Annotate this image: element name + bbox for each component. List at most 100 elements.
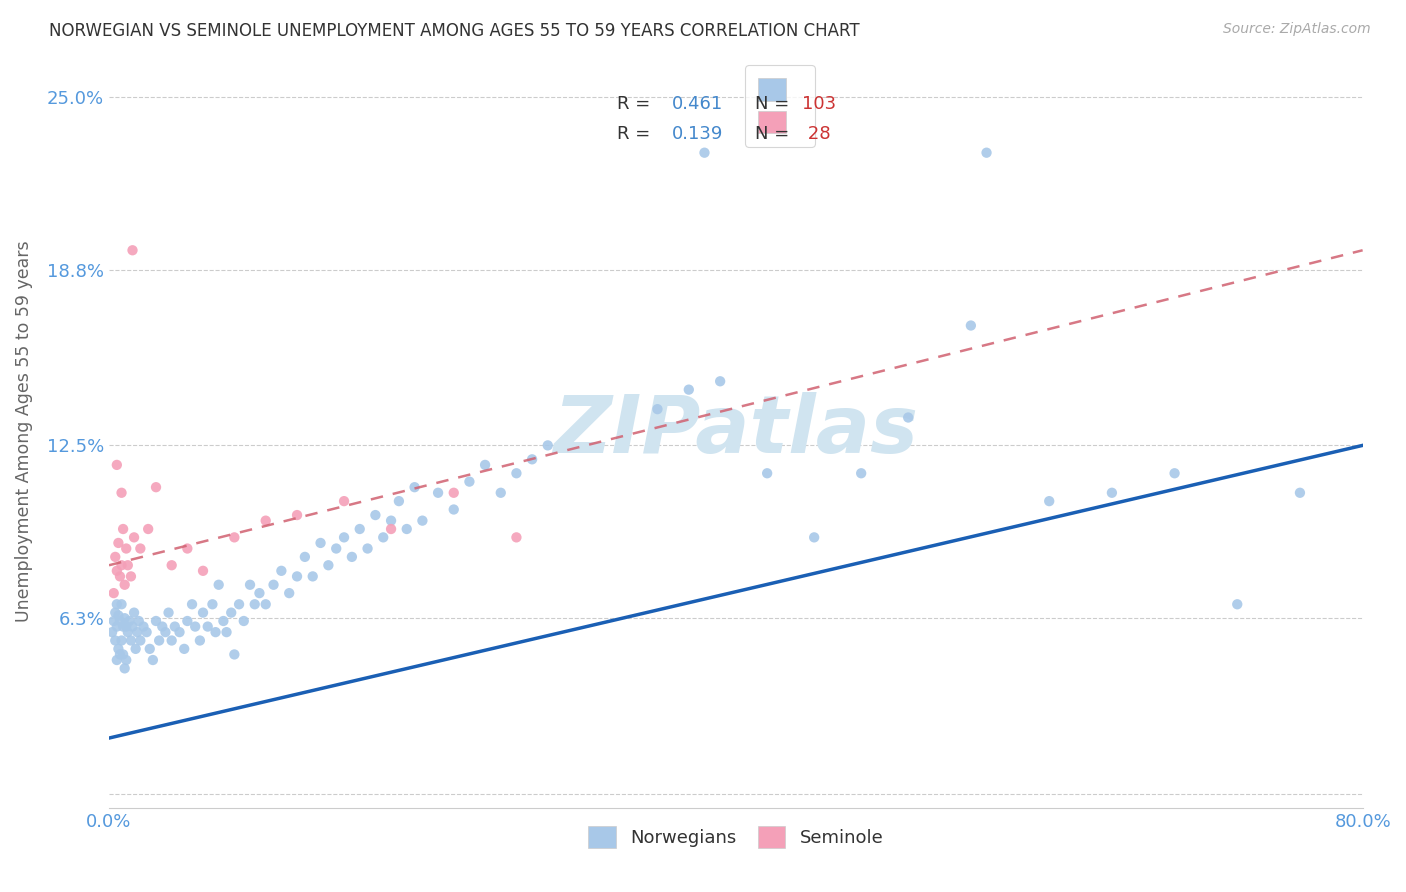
Point bbox=[239, 578, 262, 592]
Point bbox=[145, 614, 167, 628]
Point bbox=[318, 558, 340, 573]
Point bbox=[132, 619, 155, 633]
Point bbox=[108, 648, 131, 662]
Point bbox=[142, 653, 165, 667]
Point bbox=[127, 625, 149, 640]
Point bbox=[129, 633, 152, 648]
Point bbox=[215, 625, 238, 640]
Point bbox=[101, 625, 124, 640]
Point bbox=[197, 619, 219, 633]
Legend: Norwegians, Seminole: Norwegians, Seminole bbox=[581, 819, 890, 855]
Point bbox=[107, 536, 129, 550]
Point bbox=[114, 578, 136, 592]
Point bbox=[103, 586, 125, 600]
Point bbox=[176, 614, 198, 628]
Point bbox=[135, 625, 157, 640]
Point bbox=[325, 541, 347, 556]
Point bbox=[136, 522, 159, 536]
Point bbox=[380, 514, 402, 528]
Point bbox=[105, 458, 128, 472]
Point bbox=[105, 597, 128, 611]
Point bbox=[224, 648, 246, 662]
Point bbox=[505, 467, 527, 481]
Point bbox=[191, 564, 214, 578]
Point bbox=[443, 485, 465, 500]
Point bbox=[148, 633, 170, 648]
Point bbox=[173, 641, 195, 656]
Point bbox=[1038, 494, 1060, 508]
Point bbox=[263, 578, 285, 592]
Point bbox=[105, 564, 128, 578]
Point bbox=[191, 606, 214, 620]
Point bbox=[112, 522, 135, 536]
Point bbox=[110, 485, 132, 500]
Point bbox=[204, 625, 226, 640]
Point bbox=[110, 558, 132, 573]
Point bbox=[1226, 597, 1249, 611]
Point bbox=[219, 606, 242, 620]
Text: 28: 28 bbox=[803, 125, 831, 143]
Point bbox=[115, 653, 138, 667]
Point bbox=[849, 467, 872, 481]
Point bbox=[537, 438, 560, 452]
Point bbox=[118, 614, 141, 628]
Point bbox=[301, 569, 323, 583]
Point bbox=[169, 625, 191, 640]
Point bbox=[121, 244, 143, 258]
Point bbox=[976, 145, 998, 160]
Point bbox=[356, 541, 378, 556]
Point bbox=[181, 597, 204, 611]
Point bbox=[458, 475, 481, 489]
Point bbox=[121, 619, 143, 633]
Point bbox=[443, 502, 465, 516]
Text: ZIPatlas: ZIPatlas bbox=[554, 392, 918, 470]
Point bbox=[155, 625, 177, 640]
Point bbox=[188, 633, 211, 648]
Text: 103: 103 bbox=[803, 95, 837, 113]
Point bbox=[105, 653, 128, 667]
Point bbox=[232, 614, 254, 628]
Point bbox=[212, 614, 235, 628]
Point bbox=[489, 485, 512, 500]
Point bbox=[114, 611, 136, 625]
Text: R =: R = bbox=[617, 95, 655, 113]
Point bbox=[349, 522, 371, 536]
Point bbox=[224, 530, 246, 544]
Point bbox=[110, 633, 132, 648]
Point bbox=[693, 145, 716, 160]
Point bbox=[249, 586, 271, 600]
Point bbox=[803, 530, 825, 544]
Point bbox=[254, 514, 277, 528]
Point bbox=[108, 614, 131, 628]
Point bbox=[309, 536, 332, 550]
Text: Source: ZipAtlas.com: Source: ZipAtlas.com bbox=[1223, 22, 1371, 37]
Point bbox=[647, 402, 669, 417]
Point bbox=[184, 619, 207, 633]
Point bbox=[380, 522, 402, 536]
Text: N =: N = bbox=[755, 125, 794, 143]
Point bbox=[294, 549, 316, 564]
Point bbox=[505, 530, 527, 544]
Point bbox=[176, 541, 198, 556]
Point bbox=[112, 619, 135, 633]
Y-axis label: Unemployment Among Ages 55 to 59 years: Unemployment Among Ages 55 to 59 years bbox=[15, 241, 32, 623]
Point bbox=[122, 606, 145, 620]
Point bbox=[105, 619, 128, 633]
Point bbox=[333, 494, 356, 508]
Point bbox=[285, 508, 308, 522]
Text: NORWEGIAN VS SEMINOLE UNEMPLOYMENT AMONG AGES 55 TO 59 YEARS CORRELATION CHART: NORWEGIAN VS SEMINOLE UNEMPLOYMENT AMONG… bbox=[49, 22, 860, 40]
Point bbox=[340, 549, 363, 564]
Point bbox=[160, 558, 183, 573]
Point bbox=[104, 606, 127, 620]
Point bbox=[285, 569, 308, 583]
Point bbox=[117, 558, 139, 573]
Point bbox=[117, 625, 139, 640]
Point bbox=[1289, 485, 1312, 500]
Point bbox=[333, 530, 356, 544]
Point bbox=[107, 608, 129, 623]
Point bbox=[520, 452, 543, 467]
Point bbox=[411, 514, 433, 528]
Point bbox=[145, 480, 167, 494]
Text: N =: N = bbox=[755, 95, 794, 113]
Point bbox=[678, 383, 700, 397]
